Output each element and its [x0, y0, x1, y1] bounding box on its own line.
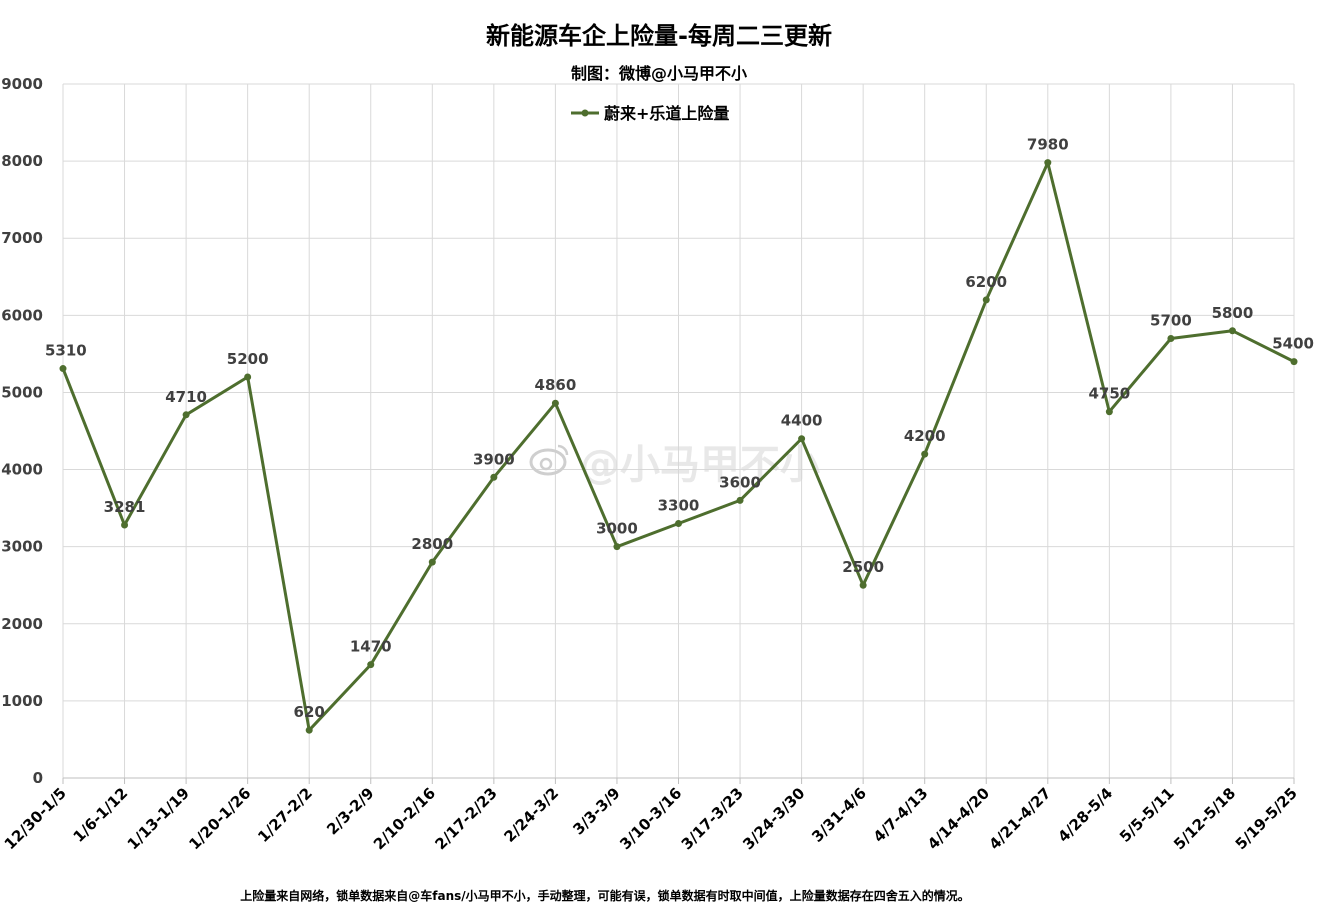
x-tick-label: 4/21-4/27	[985, 784, 1054, 853]
data-point	[428, 558, 436, 566]
chart-title: 新能源车企上险量-每周二三更新	[486, 22, 832, 50]
data-label: 1470	[350, 638, 392, 656]
data-point	[182, 411, 190, 419]
x-axis: 12/30-1/5 1/6-1/121/13-1/191/20-1/26 1/27-…	[1, 777, 1301, 853]
data-point	[798, 435, 806, 443]
footnote: 上险量来自网络，锁单数据来自@车fans/小马甲不小，手动整理，可能有误，锁单数…	[240, 888, 969, 903]
data-label: 3900	[473, 450, 515, 468]
watermark-text: @小马甲不小	[580, 442, 820, 488]
data-label: 3000	[596, 520, 638, 538]
series-markers	[59, 159, 1298, 734]
x-tick-label: 5/12-5/18	[1170, 784, 1239, 853]
data-point	[244, 373, 252, 381]
data-point	[859, 581, 867, 589]
x-tick-label: 5/5-5/11	[1116, 784, 1178, 846]
data-label: 4200	[904, 427, 946, 445]
x-tick-label: 2/24-3/2	[500, 784, 562, 846]
y-tick-label: 8000	[1, 152, 43, 170]
data-point	[551, 399, 559, 407]
y-tick-label: 3000	[1, 538, 43, 556]
data-label: 5700	[1150, 311, 1192, 329]
x-tick-label: 3/31-4/6	[808, 784, 870, 846]
data-point	[1228, 327, 1236, 335]
x-tick-label: 3/17-3/23	[678, 784, 747, 853]
data-point	[982, 296, 990, 304]
data-point	[1105, 408, 1113, 416]
x-tick-label: 5/19-5/25	[1232, 784, 1301, 853]
x-tick-label: 3/10-3/16	[616, 784, 685, 853]
x-tick-label: 4/7-4/13	[870, 784, 932, 846]
data-label: 6200	[965, 273, 1007, 291]
data-label: 4860	[535, 376, 577, 394]
x-tick-label: 4/28-5/4	[1054, 784, 1116, 846]
legend: 蔚来+乐道上险量	[571, 104, 729, 123]
data-label: 4750	[1088, 385, 1130, 403]
y-tick-label: 0	[33, 769, 43, 787]
data-point	[613, 543, 621, 551]
weibo-logo-icon	[529, 444, 569, 476]
x-tick-label: 12/30-1/5	[1, 784, 70, 853]
x-tick-label: 1/6-1/12	[70, 784, 132, 846]
x-tick-label: 3/3-3/9	[569, 784, 623, 838]
chart-subtitle: 制图：微博@小马甲不小	[571, 64, 747, 83]
data-label: 5800	[1212, 304, 1254, 322]
y-tick-label: 1000	[1, 692, 43, 710]
x-tick-label: 2/3-2/9	[323, 784, 377, 838]
x-tick-label: 2/17-2/23	[432, 784, 501, 853]
data-label: 5400	[1272, 335, 1314, 353]
data-label: 5200	[227, 350, 269, 368]
x-tick-label: 1/27-2/2	[254, 784, 316, 846]
data-label: 7980	[1027, 136, 1069, 154]
y-tick-label: 6000	[1, 306, 43, 324]
x-tick-label: 2/10-2/16	[370, 784, 439, 853]
legend-label: 蔚来+乐道上险量	[604, 104, 729, 123]
x-tick-label: 4/14-4/20	[924, 784, 993, 853]
y-tick-label: 2000	[1, 615, 43, 633]
plot-area: 5310 3281 4710 5200 620 1470 2800 3900 4860 3000 3…	[45, 136, 1314, 734]
data-point	[305, 726, 313, 734]
data-label: 2800	[411, 535, 453, 553]
data-labels: 5310 3281 4710 5200 620 1470 2800 3900 4860 3000 3…	[45, 136, 1314, 722]
data-point	[121, 521, 129, 529]
data-label: 3600	[719, 473, 761, 491]
y-tick-label: 9000	[1, 75, 43, 93]
data-label: 2500	[842, 558, 884, 576]
data-label: 620	[294, 703, 325, 721]
x-tick-label: 3/24-3/30	[739, 784, 808, 853]
data-point	[59, 365, 67, 373]
data-point	[736, 496, 744, 504]
data-point	[921, 450, 929, 458]
data-point	[1167, 334, 1175, 342]
watermark: @小马甲不小	[529, 442, 820, 488]
data-label: 5310	[45, 342, 87, 360]
data-label: 3281	[104, 498, 146, 516]
x-tick-label: 1/13-1/19	[124, 784, 193, 853]
data-point	[1044, 159, 1052, 167]
data-label: 4400	[781, 412, 823, 430]
data-label: 4710	[165, 388, 207, 406]
data-label: 3300	[658, 497, 700, 515]
data-point	[490, 473, 498, 481]
y-tick-label: 5000	[1, 383, 43, 401]
data-point	[675, 520, 682, 528]
data-point	[367, 661, 375, 669]
y-tick-label: 7000	[1, 229, 43, 247]
data-point	[1290, 358, 1298, 366]
y-axis: 0 1000 2000 3000 4000 5000 6000 7000 8000 9000	[1, 75, 43, 787]
legend-marker-swatch	[581, 109, 589, 117]
y-tick-label: 4000	[1, 461, 43, 479]
gridlines	[62, 83, 1295, 779]
x-tick-label: 1/20-1/26	[185, 784, 254, 853]
